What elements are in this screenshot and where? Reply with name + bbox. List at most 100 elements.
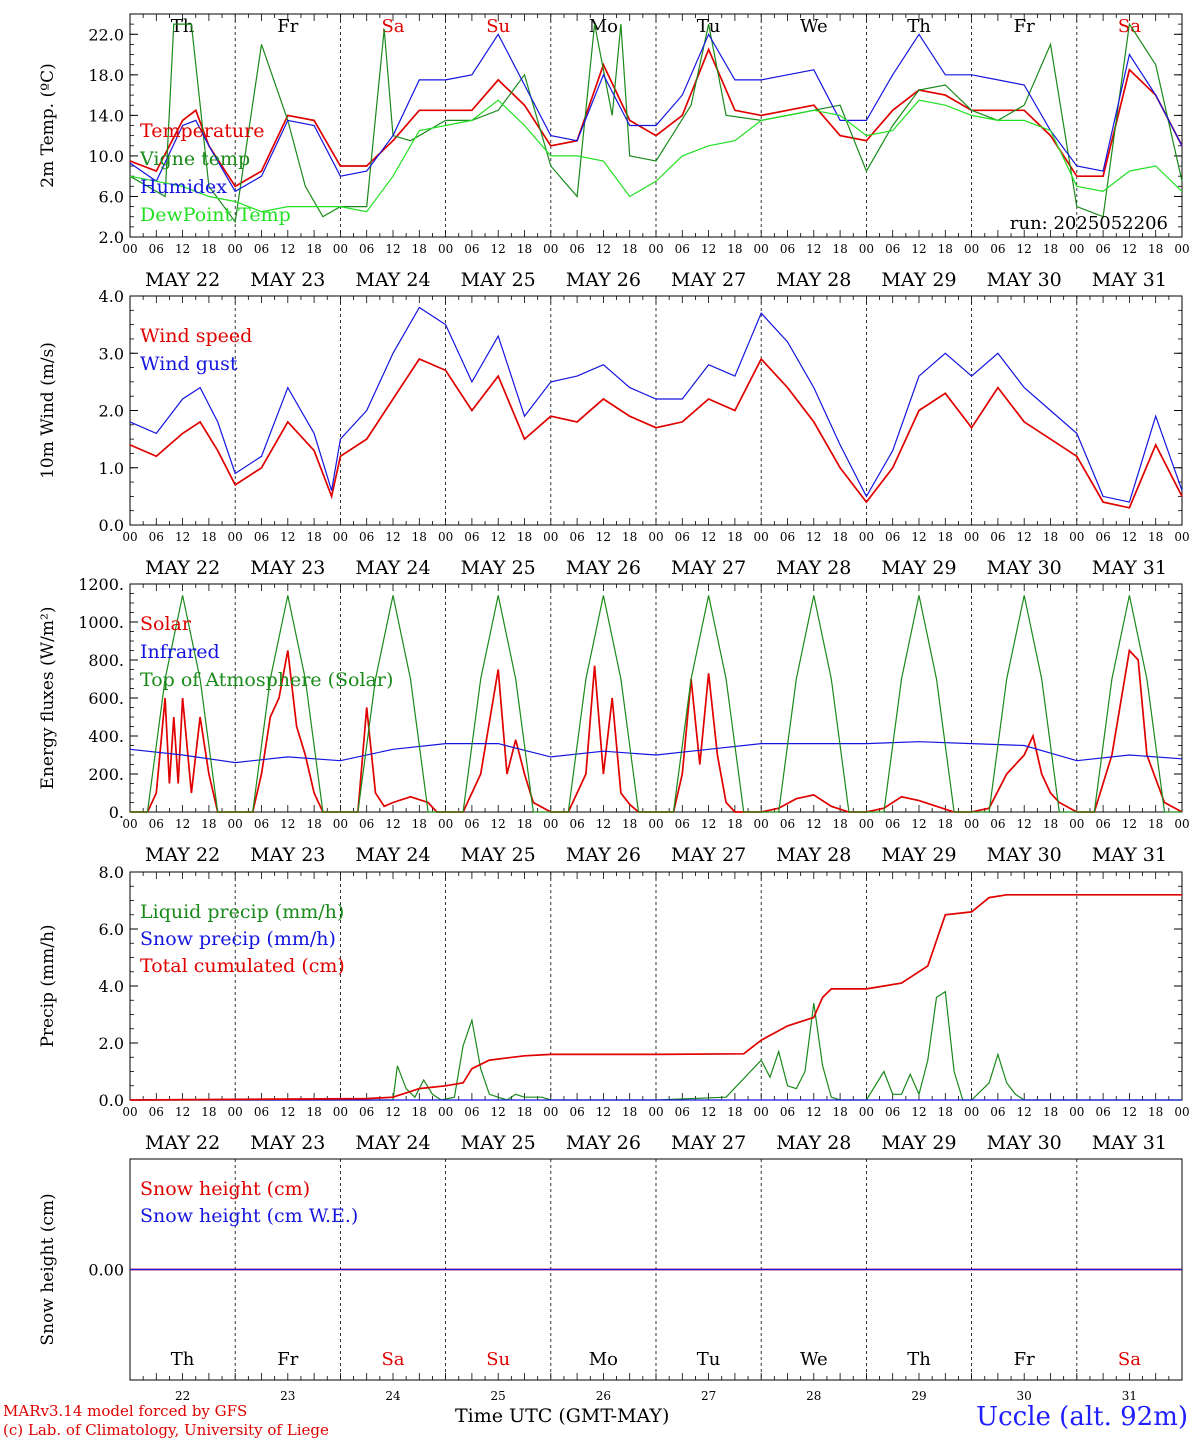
- hour-tick-label: 18: [622, 530, 637, 544]
- hour-tick-label: 06: [569, 817, 584, 831]
- date-label: MAY 30: [987, 269, 1062, 291]
- series-line-2: [129, 741, 1183, 764]
- hour-tick-label: 12: [596, 1105, 611, 1119]
- date-label: MAY 31: [1092, 844, 1167, 866]
- hour-tick-label: 00: [438, 817, 453, 831]
- date-label: MAY 27: [671, 269, 746, 291]
- panel-2: 0.0 1.0 2.0 3.0 4.0 10m Wind (m/s) 00 06 12 18 MAY…: [38, 287, 1190, 579]
- hour-tick-label: 18: [1043, 1105, 1058, 1119]
- hour-tick-label: 06: [464, 817, 479, 831]
- hour-tick-label: 00: [754, 1105, 769, 1119]
- hour-tick-label: 12: [280, 1105, 295, 1119]
- hour-tick-label: 06: [885, 1105, 900, 1119]
- hour-tick-label: 00: [1069, 242, 1084, 256]
- date-label: MAY 25: [461, 269, 536, 291]
- date-label: MAY 28: [776, 269, 851, 291]
- hour-tick-label: 06: [780, 530, 795, 544]
- series-line-1: [130, 648, 1183, 813]
- hour-tick-label: 06: [149, 530, 164, 544]
- hour-tick-label: 12: [280, 242, 295, 256]
- hour-tick-label: 18: [517, 530, 532, 544]
- y-tick-label: 8.0: [99, 863, 124, 882]
- series-line-1: [129, 357, 1183, 509]
- legend-entry: Temperature: [140, 120, 264, 142]
- panel-3: 0. 200. 400. 600. 800. 1000. 1200. Energy fluxe…: [38, 575, 1190, 866]
- day-number: 25: [491, 1389, 506, 1403]
- day-name: Th: [907, 16, 931, 37]
- y-tick-label: 22.0: [88, 25, 124, 44]
- hour-tick-label: 00: [1069, 1105, 1084, 1119]
- date-label: MAY 24: [355, 269, 430, 291]
- hour-tick-label: 00: [648, 242, 663, 256]
- day-name: Tu: [697, 1349, 721, 1370]
- date-label: MAY 25: [461, 844, 536, 866]
- hour-tick-label: 00: [754, 817, 769, 831]
- y-tick-label: 10.0: [88, 147, 124, 166]
- hour-tick-label: 12: [1017, 1105, 1032, 1119]
- hour-tick-label: 18: [412, 242, 427, 256]
- date-label: MAY 22: [145, 269, 220, 291]
- date-label: MAY 28: [776, 1132, 851, 1154]
- legend-entry: Wind gust: [140, 353, 238, 375]
- hour-tick-label: 18: [201, 530, 216, 544]
- y-tick-label: 6.0: [99, 187, 124, 206]
- day-name: Sa: [1118, 1349, 1141, 1370]
- hour-tick-label: 06: [675, 242, 690, 256]
- day-name: Th: [171, 1349, 195, 1370]
- y-tick-label: 1000.: [78, 613, 124, 632]
- date-label: MAY 27: [671, 1132, 746, 1154]
- series-line-3: [130, 595, 1182, 813]
- hour-tick-label: 18: [517, 817, 532, 831]
- date-label: MAY 23: [250, 844, 325, 866]
- day-name: Sa: [381, 16, 404, 37]
- hour-tick-label: 18: [622, 1105, 637, 1119]
- hour-tick-label: 06: [885, 242, 900, 256]
- hour-tick-label: 12: [596, 530, 611, 544]
- hour-tick-label: 18: [727, 242, 742, 256]
- hour-tick-label: 12: [806, 242, 821, 256]
- model-credit: MARv3.14 model forced by GFS: [3, 1402, 248, 1420]
- hour-tick-label: 06: [254, 242, 269, 256]
- hour-tick-label: 06: [149, 817, 164, 831]
- hour-tick-label: 06: [1095, 817, 1110, 831]
- hour-tick-label: 18: [832, 817, 847, 831]
- date-label: MAY 24: [355, 557, 430, 579]
- series-line-4: [129, 99, 1183, 213]
- hour-tick-label: 18: [1043, 817, 1058, 831]
- hour-tick-label: 12: [175, 242, 190, 256]
- legend-entry: Snow height (cm W.E.): [140, 1205, 358, 1227]
- hour-tick-label: 18: [201, 1105, 216, 1119]
- panel-1: 2.0 6.0 10.0 14.0 18.0 22.0 2m Temp. (ºC) 00 06 1…: [38, 13, 1190, 291]
- hour-tick-label: 12: [701, 817, 716, 831]
- hour-tick-label: 00: [1174, 1105, 1189, 1119]
- y-tick-label: 0.0: [99, 516, 124, 535]
- day-number: 27: [701, 1389, 716, 1403]
- hour-tick-label: 18: [622, 242, 637, 256]
- run-annotation: run: 2025052206: [1010, 213, 1168, 234]
- hour-tick-label: 18: [306, 242, 321, 256]
- day-name: Fr: [1014, 16, 1035, 37]
- date-label: MAY 31: [1092, 269, 1167, 291]
- day-name: Fr: [277, 16, 298, 37]
- hour-tick-label: 12: [701, 530, 716, 544]
- series-line-3: [129, 32, 1183, 193]
- hour-tick-label: 00: [754, 242, 769, 256]
- hour-tick-label: 06: [359, 1105, 374, 1119]
- hour-tick-label: 12: [175, 530, 190, 544]
- hour-tick-label: 18: [1148, 530, 1163, 544]
- hour-tick-label: 00: [543, 242, 558, 256]
- series-line-1: [129, 47, 1183, 188]
- hour-tick-label: 06: [885, 530, 900, 544]
- hour-tick-label: 18: [832, 1105, 847, 1119]
- hour-tick-label: 00: [333, 530, 348, 544]
- date-label: MAY 26: [566, 1132, 641, 1154]
- hour-tick-label: 18: [201, 817, 216, 831]
- date-label: MAY 29: [881, 1132, 956, 1154]
- hour-tick-label: 18: [832, 242, 847, 256]
- hour-tick-label: 12: [1122, 1105, 1137, 1119]
- y-tick-label: 1.0: [99, 459, 124, 478]
- y-tick-label: 4.0: [99, 977, 124, 996]
- hour-tick-label: 18: [412, 817, 427, 831]
- hour-tick-label: 18: [517, 1105, 532, 1119]
- hour-tick-label: 00: [543, 530, 558, 544]
